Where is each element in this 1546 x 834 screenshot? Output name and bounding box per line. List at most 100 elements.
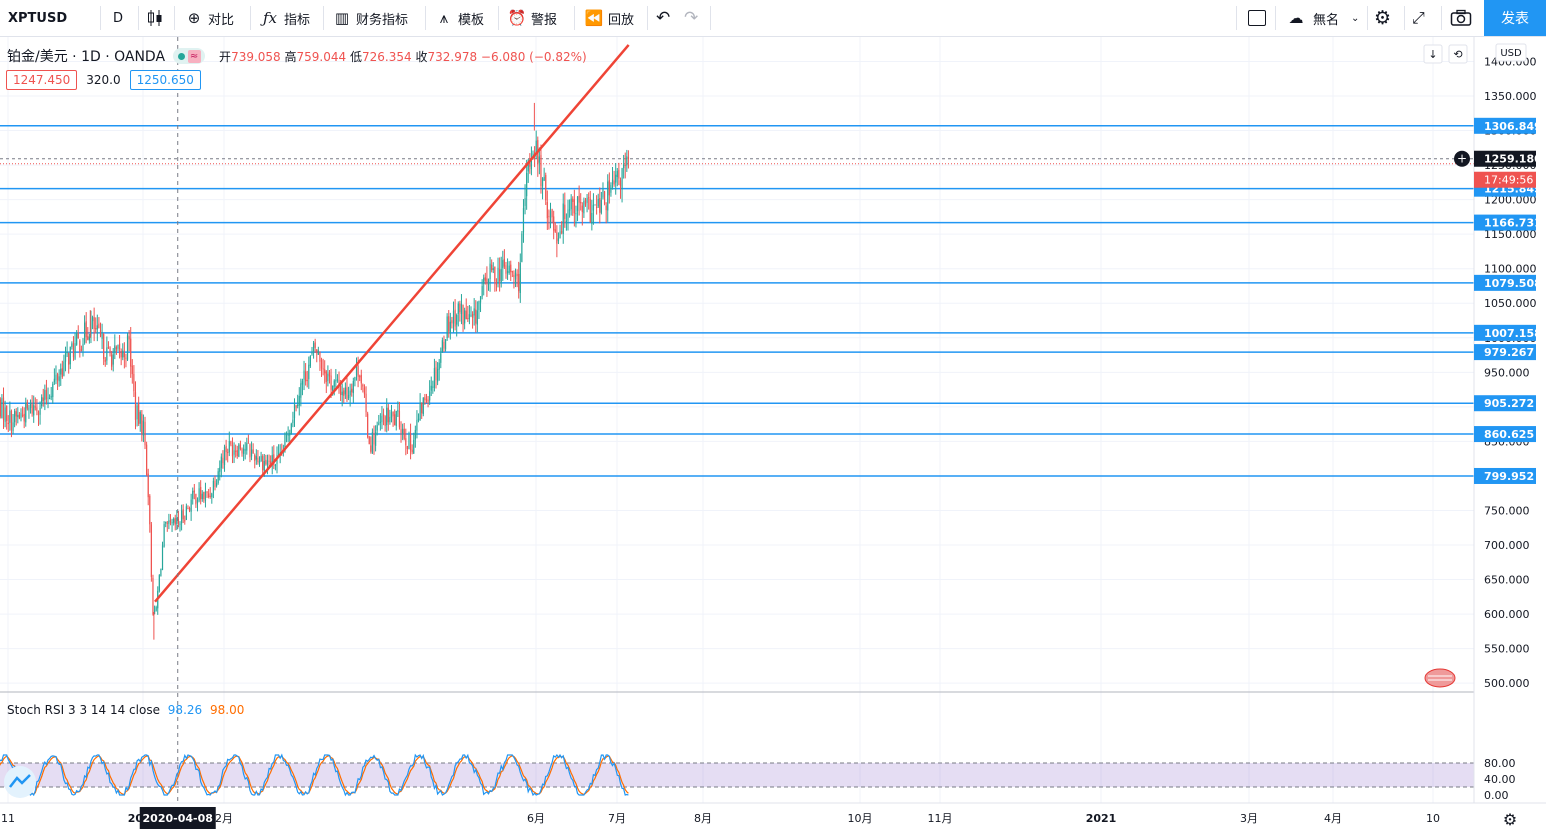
candle-body bbox=[134, 392, 137, 420]
series-title[interactable]: 铂金/美元 · 1D · OANDA bbox=[7, 49, 166, 65]
candle-body bbox=[367, 413, 369, 437]
candle-body bbox=[80, 349, 83, 351]
price-chart[interactable]: 500.000 550.000 600.000 650.000 700.000 750.0… bbox=[0, 37, 1546, 834]
candle-body bbox=[214, 480, 216, 487]
candle-body bbox=[411, 449, 413, 453]
alert-button[interactable]: ⏰ 警报 bbox=[507, 0, 557, 36]
candle-body bbox=[37, 411, 40, 416]
candle-body bbox=[596, 206, 598, 208]
candle-body bbox=[626, 156, 628, 166]
settings-button[interactable]: ⚙ bbox=[1374, 0, 1391, 36]
candle-body bbox=[365, 393, 367, 413]
sell-price-box[interactable]: 1247.450 bbox=[6, 70, 78, 90]
candle-body bbox=[332, 385, 334, 391]
candle-body bbox=[413, 439, 415, 454]
candle-body bbox=[246, 443, 248, 451]
candle-body bbox=[101, 333, 103, 339]
candle-body bbox=[249, 444, 251, 458]
status-pill[interactable]: ≈ bbox=[173, 48, 206, 64]
change-value: −6.080 (−0.82%) bbox=[480, 49, 587, 64]
candle-body bbox=[201, 493, 203, 500]
countdown-label: 17:49:56 bbox=[1484, 174, 1533, 187]
compare-button[interactable]: ⊕ 对比 bbox=[184, 0, 234, 36]
candles-icon bbox=[148, 10, 162, 26]
candle-body bbox=[44, 390, 46, 400]
candle-body bbox=[258, 461, 261, 464]
undo-button[interactable]: ↶ bbox=[656, 0, 670, 36]
candle-body bbox=[235, 450, 237, 452]
templates-button[interactable]: ⩚ 模板 bbox=[434, 0, 484, 36]
replay-button[interactable]: ⏪ 回放 bbox=[584, 0, 634, 36]
candle-body bbox=[618, 169, 620, 179]
candle-body bbox=[179, 523, 181, 525]
candle-body bbox=[543, 176, 545, 181]
layout-name-button[interactable]: ☁ 無名 ⌄ bbox=[1283, 0, 1360, 36]
candle-body bbox=[211, 493, 213, 497]
candle-body bbox=[152, 578, 154, 615]
candle-body bbox=[390, 412, 393, 418]
candle-body bbox=[387, 407, 389, 423]
candle-body bbox=[378, 423, 380, 425]
indicators-button[interactable]: ƒx 指标 bbox=[260, 0, 310, 36]
candle-body bbox=[257, 457, 259, 462]
interval-button[interactable]: D bbox=[113, 0, 123, 36]
candle-body bbox=[223, 447, 226, 466]
candle-body bbox=[592, 204, 595, 211]
candle-body bbox=[422, 397, 424, 415]
candle-body bbox=[330, 375, 332, 390]
candle-body bbox=[312, 343, 315, 352]
candle-body bbox=[255, 456, 257, 460]
candle-body bbox=[26, 402, 28, 409]
candle-body bbox=[173, 518, 175, 523]
candle-body bbox=[374, 432, 377, 446]
candle-body bbox=[373, 433, 375, 445]
candle-body bbox=[370, 445, 372, 452]
price-tick-label: 1200.000 bbox=[1484, 194, 1537, 207]
square-icon bbox=[1248, 10, 1266, 26]
redo-button[interactable]: ↷ bbox=[684, 0, 698, 36]
candle-body bbox=[354, 377, 356, 381]
candle-body bbox=[28, 407, 30, 411]
candle-body bbox=[71, 343, 73, 347]
candle-body bbox=[185, 506, 187, 520]
divider bbox=[174, 6, 175, 30]
candle-body bbox=[128, 336, 130, 340]
candle-body bbox=[155, 607, 157, 611]
candle-body bbox=[389, 416, 391, 422]
chart-type-button[interactable] bbox=[146, 0, 164, 36]
fullscreen-button[interactable]: ⤢ bbox=[1412, 0, 1425, 36]
candle-body bbox=[578, 195, 580, 203]
stoch-rsi-legend[interactable]: Stoch RSI 3 3 14 14 close 98.26 98.00 bbox=[7, 703, 244, 717]
candle-body bbox=[215, 483, 218, 487]
us-flag-icon bbox=[1424, 668, 1456, 688]
alert-label: 警报 bbox=[531, 12, 558, 28]
candle-body bbox=[66, 352, 68, 354]
divider bbox=[100, 6, 101, 30]
candle-body bbox=[20, 413, 22, 419]
trend-line-segment bbox=[154, 44, 630, 603]
publish-button[interactable]: 发表 bbox=[1484, 0, 1546, 36]
open-label: 开 bbox=[219, 49, 232, 64]
candle-body bbox=[611, 179, 614, 185]
candle-body bbox=[309, 356, 311, 366]
candle-body bbox=[395, 411, 397, 427]
buy-price-box[interactable]: 1250.650 bbox=[129, 70, 201, 90]
trend-line[interactable] bbox=[154, 44, 630, 603]
candle-body bbox=[111, 354, 113, 367]
market-open-dot bbox=[177, 52, 185, 60]
candle-body bbox=[76, 333, 78, 345]
candle-body bbox=[130, 338, 132, 367]
countdown-tag bbox=[1474, 171, 1536, 188]
fullscreen-layout-button[interactable] bbox=[1248, 0, 1266, 36]
time-tick-label: 11月 bbox=[928, 812, 953, 825]
candle-body bbox=[160, 568, 162, 577]
candle-body bbox=[325, 371, 327, 382]
symbol-search[interactable]: XPTUSD bbox=[8, 0, 67, 36]
financials-button[interactable]: ▥ 财务指标 bbox=[332, 0, 408, 36]
stoch-rsi-k-line bbox=[0, 753, 629, 797]
screenshot-button[interactable] bbox=[1450, 0, 1472, 36]
divider bbox=[1236, 6, 1237, 30]
interval-label: D bbox=[113, 10, 124, 26]
candle-body bbox=[260, 455, 262, 462]
candle-body bbox=[319, 351, 321, 362]
